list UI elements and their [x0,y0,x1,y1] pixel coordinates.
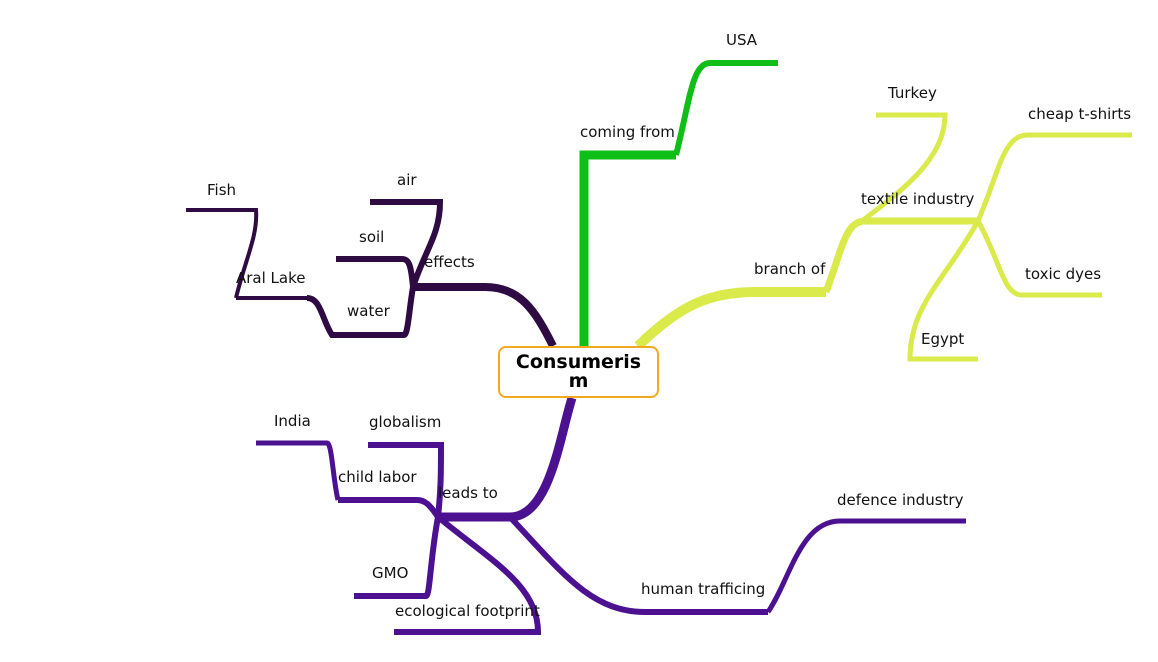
water-connector [306,286,416,338]
toxic-dyes-connector [975,219,1102,298]
air-connector [370,199,444,288]
egypt-connector [907,219,981,362]
turkey-connector [860,112,948,223]
india-connector [256,440,341,501]
globalism-connector [368,442,445,518]
root-topic-node[interactable]: Consumerism [498,346,659,398]
gmo-connector [354,516,441,599]
defence-industry-label: defence industry [837,491,964,509]
effects-connector [413,283,557,348]
textile-industry-label: textile industry [861,190,975,208]
branch-of-label: branch of [754,260,826,278]
branch-of-connector [634,287,826,350]
defence-industry-connector [765,518,966,614]
egypt-label: Egypt [921,330,964,348]
soil-label: soil [359,228,384,246]
coming-from-branch [579,60,778,346]
child-labor-connector [338,497,441,519]
turkey-label: Turkey [887,84,937,102]
toxic-dyes-label: toxic dyes [1025,265,1101,283]
gmo-label: GMO [372,564,408,582]
soil-connector [336,256,416,288]
cheap-tshirts-label: cheap t-shirts [1028,105,1131,123]
aral-lake-label: Aral Lake [236,269,306,287]
water-label: water [347,302,391,320]
fish-connector [186,208,259,299]
fish-label: Fish [207,181,236,199]
leads-to-branch [256,396,966,635]
globalism-label: globalism [369,413,441,431]
child-labor-label: child labor [338,468,417,486]
air-label: air [397,171,417,189]
ecological-footprint-label: ecological footprint [395,602,540,620]
india-label: India [274,412,311,430]
ecological-footprint-connector [394,514,542,635]
leads-to-connector [438,396,577,522]
coming-from-connector [579,150,676,346]
usa-connector [673,60,778,156]
branch-of-branch [634,112,1132,362]
human-trafficing-label: human trafficing [641,580,765,598]
cheap-tshirts-connector [975,132,1132,222]
leads-to-label: leads to [438,484,498,502]
usa-label: USA [726,31,758,49]
coming-from-label: coming from [580,123,675,141]
root-topic-label: Consumerism [515,351,642,392]
effects-branch [186,199,557,348]
effects-label: effects [424,253,475,271]
human-trafficing-connector [507,514,768,615]
